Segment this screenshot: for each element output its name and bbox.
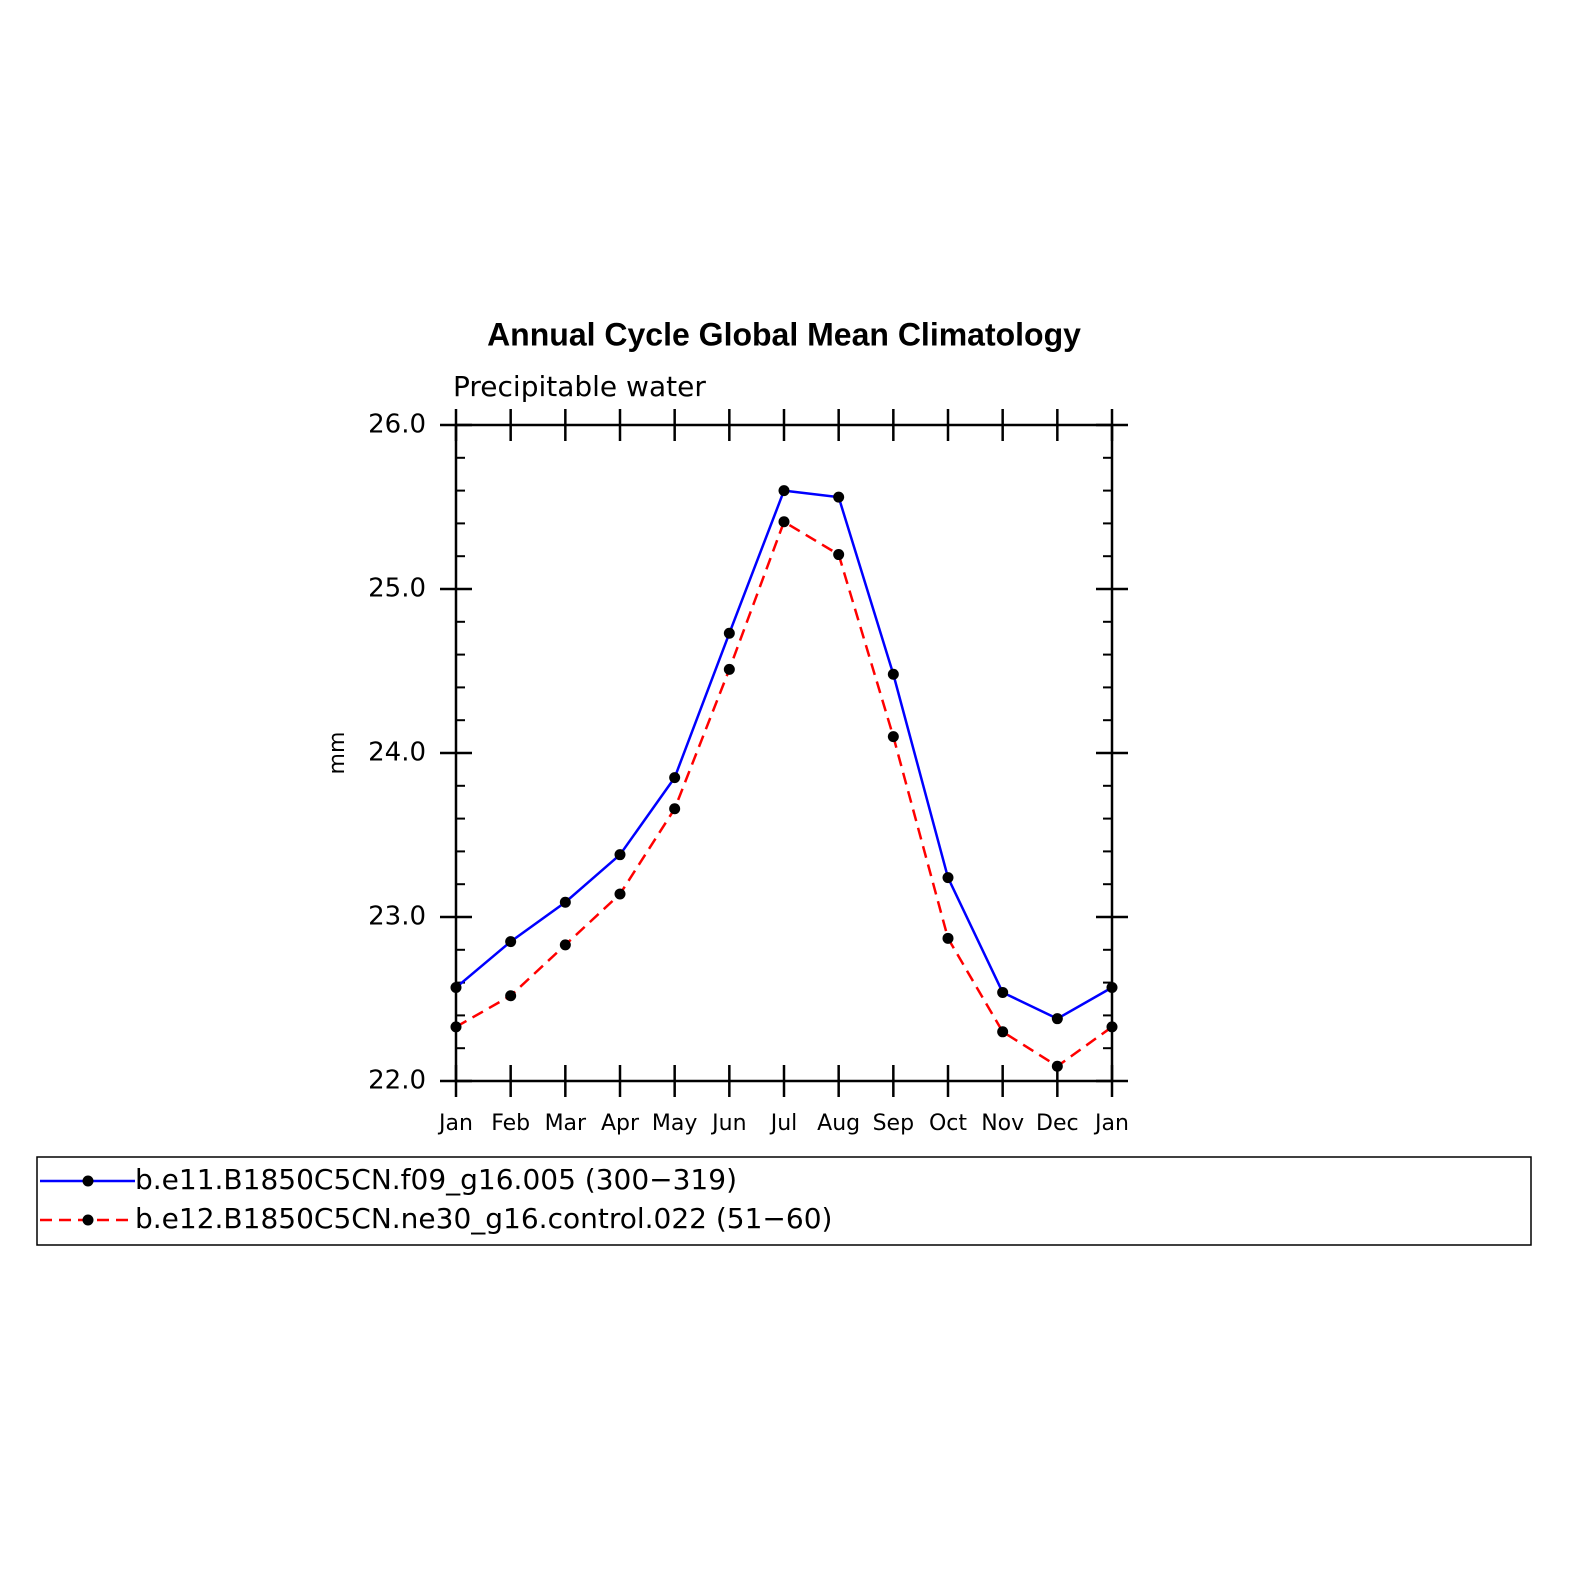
series-line xyxy=(455,519,1113,1068)
marker xyxy=(833,491,845,503)
x-tick-label: Sep xyxy=(873,1111,914,1136)
y-tick-label: 22.0 xyxy=(368,1066,426,1096)
marker xyxy=(559,939,571,951)
marker xyxy=(887,731,899,743)
marker xyxy=(1051,1013,1063,1025)
marker xyxy=(997,986,1009,998)
x-tick-label: Dec xyxy=(1036,1111,1079,1136)
marker xyxy=(997,1026,1009,1038)
x-tick-label: Nov xyxy=(981,1111,1024,1136)
marker xyxy=(1051,1060,1063,1072)
y-tick-label: 26.0 xyxy=(368,410,426,440)
legend-marker xyxy=(82,1214,94,1226)
marker xyxy=(1106,982,1118,994)
marker xyxy=(450,982,462,994)
x-tick-label: Jul xyxy=(769,1111,798,1136)
chart-title: Annual Cycle Global Mean Climatology xyxy=(487,316,1081,352)
marker xyxy=(559,896,571,908)
x-tick-label: Mar xyxy=(545,1111,587,1136)
x-tick-label: Jan xyxy=(1093,1111,1129,1136)
x-tick-label: Jun xyxy=(710,1111,746,1136)
marker xyxy=(614,849,626,861)
x-tick-label: Aug xyxy=(817,1111,860,1136)
legend-label: b.e12.B1850C5CN.ne30_g16.control.022 (51… xyxy=(135,1202,832,1235)
marker xyxy=(614,888,626,900)
marker xyxy=(505,936,517,948)
y-tick-label: 23.0 xyxy=(368,902,426,932)
x-tick-label: Apr xyxy=(601,1111,640,1136)
series-line xyxy=(455,489,1113,1021)
x-tick-label: Jan xyxy=(437,1111,473,1136)
marker xyxy=(942,872,954,884)
marker xyxy=(723,663,735,675)
marker xyxy=(778,516,790,528)
y-tick-label: 25.0 xyxy=(368,574,426,604)
legend-label: b.e11.B1850C5CN.f09_g16.005 (300−319) xyxy=(135,1163,737,1196)
marker xyxy=(450,1021,462,1033)
x-tick-label: May xyxy=(652,1111,697,1136)
chart-subtitle: Precipitable water xyxy=(453,370,706,403)
marker xyxy=(833,549,845,561)
x-tick-label: Feb xyxy=(491,1111,530,1136)
marker xyxy=(723,627,735,639)
y-axis-label: mm xyxy=(325,732,350,775)
x-tick-label: Oct xyxy=(929,1111,967,1136)
legend-box xyxy=(36,1156,1532,1246)
marker xyxy=(942,932,954,944)
marker xyxy=(505,990,517,1002)
marker xyxy=(1106,1021,1118,1033)
marker xyxy=(669,803,681,815)
marker xyxy=(669,772,681,784)
marker xyxy=(887,668,899,680)
legend-marker xyxy=(82,1175,94,1187)
marker xyxy=(778,485,790,497)
y-tick-label: 24.0 xyxy=(368,738,426,768)
